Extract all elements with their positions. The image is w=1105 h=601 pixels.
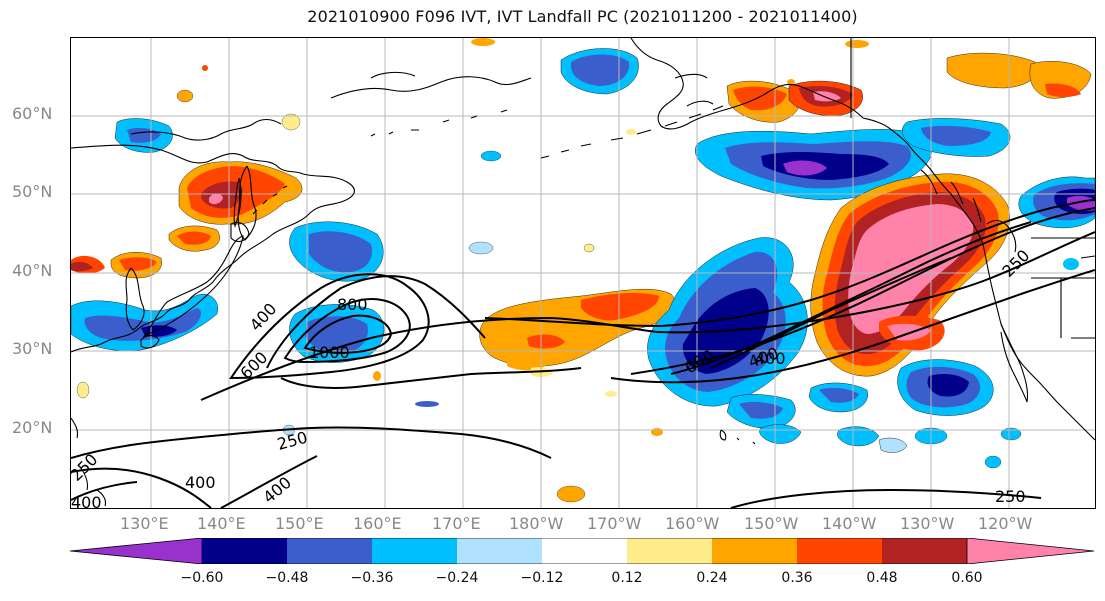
lon-label-170w: 170°W — [587, 514, 642, 533]
figure-title: 2021010900 F096 IVT, IVT Landfall PC (20… — [307, 7, 858, 26]
lon-label-180w: 180°W — [509, 514, 564, 533]
contour-label: 400 — [755, 349, 786, 368]
coastlines — [71, 38, 1095, 507]
lat-label-30n: 30°N — [12, 339, 53, 358]
colorbar-extend-high — [966, 537, 1095, 565]
warm-patch-korea — [71, 225, 220, 279]
colorbar-bin — [797, 538, 882, 564]
colorbar-bin — [882, 538, 967, 564]
map-panel[interactable]: 400 800 1000 600 250 400 250 400 400 600… — [70, 37, 1096, 509]
lon-label-150w: 150°W — [744, 514, 799, 533]
lat-label-20n: 20°N — [12, 418, 53, 437]
colorbar — [69, 537, 1095, 565]
lon-label-160e: 160°E — [353, 514, 402, 533]
lon-label-150e: 150°E — [275, 514, 324, 533]
colorbar-tick: 0.48 — [866, 570, 898, 586]
colorbar-bin — [287, 538, 372, 564]
colorbar-extend-low — [69, 537, 203, 565]
contour-label: 400 — [259, 473, 295, 507]
colorbar-tick: −0.60 — [180, 570, 224, 586]
contour-label: 250 — [995, 487, 1026, 506]
colorbar-tick: −0.12 — [520, 570, 564, 586]
lat-label-40n: 40°N — [12, 261, 53, 280]
lon-label-130e: 130°E — [120, 514, 169, 533]
colorbar-tick: 0.24 — [696, 570, 728, 586]
contour-label: 400 — [71, 493, 102, 508]
colorbar-bin — [202, 538, 287, 564]
lat-label-60n: 60°N — [12, 104, 53, 123]
contour-label: 250 — [998, 246, 1033, 281]
contour-label: 800 — [337, 295, 368, 314]
map-canvas: 400 800 1000 600 250 400 250 400 400 600… — [71, 38, 1095, 508]
contour-label: 400 — [246, 299, 281, 334]
contour-label: 1000 — [309, 343, 350, 362]
lon-label-140e: 140°E — [197, 514, 246, 533]
colorbar-tick: −0.24 — [435, 570, 479, 586]
colorbar-bin — [542, 538, 627, 564]
warm-patch-alaska — [726, 52, 1092, 123]
contour-label: 400 — [185, 473, 216, 492]
colorbar-bin — [627, 538, 712, 564]
colorbar-tick: 0.36 — [781, 570, 813, 586]
contour-label: 250 — [275, 428, 309, 454]
colorbar-bin — [457, 538, 542, 564]
cold-patch-subtropical-east — [759, 176, 1095, 453]
colorbar-svg — [69, 537, 1095, 565]
ivt-contours — [71, 199, 1095, 508]
ivt-shading — [71, 38, 1095, 503]
colorbar-tick: −0.48 — [265, 570, 309, 586]
lon-label-130w: 130°W — [900, 514, 955, 533]
lon-label-170e: 170°E — [432, 514, 481, 533]
cold-patch-midpacific — [114, 118, 385, 363]
cold-patch-japan — [71, 221, 384, 352]
cold-patch-gulf-alaska — [560, 48, 1011, 201]
colorbar-tick: −0.36 — [350, 570, 394, 586]
lat-label-50n: 50°N — [12, 182, 53, 201]
colorbar-bin — [372, 538, 457, 564]
colorbar-tick: 0.60 — [951, 570, 983, 586]
lon-label-140w: 140°W — [822, 514, 877, 533]
warm-patch-central-pacific — [479, 289, 676, 377]
colorbar-tick: 0.12 — [611, 570, 643, 586]
lon-label-120w: 120°W — [978, 514, 1033, 533]
lon-label-160w: 160°W — [665, 514, 720, 533]
colorbar-bin — [712, 538, 797, 564]
